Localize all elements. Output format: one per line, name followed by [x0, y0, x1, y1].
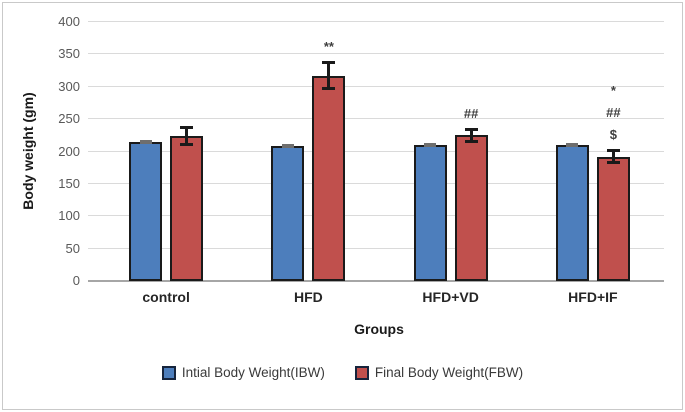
legend-label: Final Body Weight(FBW): [374, 365, 524, 380]
error-bar: [327, 62, 331, 89]
gridline: [88, 85, 664, 87]
x-axis-baseline: [88, 280, 664, 282]
gridline: [88, 247, 664, 249]
bar-ibw-HFD: [271, 145, 305, 281]
bar-fbw-HFD: [312, 75, 346, 281]
x-category-label: HFD+IF: [568, 289, 618, 305]
error-bar: [611, 150, 615, 163]
bar-ibw-HFD+VD: [413, 145, 447, 281]
y-tick-label: 300: [58, 78, 80, 94]
significance-annotation: ##: [463, 105, 479, 121]
gridline: [88, 182, 664, 184]
legend-item: Intial Body Weight(IBW): [161, 365, 325, 380]
error-bar-cap: [464, 139, 478, 143]
gridline: [88, 118, 664, 120]
significance-annotation: * ## $: [606, 82, 621, 142]
error-bar: [469, 129, 473, 142]
gridline: [88, 53, 664, 55]
error-bar-cap: [322, 87, 336, 91]
error-bar: [185, 127, 189, 145]
legend: Intial Body Weight(IBW) Final Body Weight…: [0, 365, 685, 380]
bar-ibw-HFD+IF: [555, 145, 589, 281]
y-tick-label: 0: [72, 273, 80, 288]
bar-ibw-control: [129, 141, 163, 281]
significance-annotation: **: [323, 38, 334, 54]
x-axis-title: Groups: [354, 321, 404, 337]
y-tick-label: 350: [58, 46, 80, 62]
error-bar-cap: [322, 61, 336, 65]
error-cap: [424, 143, 437, 148]
x-category-label: HFD+VD: [422, 289, 479, 305]
x-category-label: control: [142, 289, 190, 305]
error-cap: [281, 143, 294, 148]
x-category-label: HFD: [293, 289, 323, 305]
legend-item: Final Body Weight(FBW): [354, 365, 524, 380]
error-bar-cap: [606, 149, 620, 153]
y-tick-label: 100: [58, 208, 80, 224]
y-tick-label: 50: [65, 240, 80, 256]
legend-label: Intial Body Weight(IBW): [181, 365, 325, 380]
gridline: [88, 215, 664, 217]
legend-swatch-icon: [161, 365, 176, 380]
error-bar-cap: [606, 161, 620, 165]
error-bar-cap: [464, 128, 478, 131]
gridline: [88, 21, 664, 22]
bar-fbw-control: [170, 135, 204, 281]
y-tick-label: 150: [58, 175, 80, 191]
gridline: [88, 150, 664, 152]
plot-area: ** ## * ## $: [88, 21, 664, 282]
error-bar-cap: [180, 126, 194, 130]
bar-fbw-HFD+IF: [596, 156, 630, 281]
error-bar-cap: [180, 142, 194, 146]
legend-swatch-icon: [354, 365, 369, 380]
y-tick-label: 200: [58, 143, 80, 159]
error-cap: [566, 143, 579, 148]
error-cap: [139, 139, 152, 144]
y-tick-label: 400: [58, 14, 80, 29]
y-tick-label: 250: [58, 111, 80, 127]
bar-fbw-HFD+VD: [454, 135, 488, 281]
